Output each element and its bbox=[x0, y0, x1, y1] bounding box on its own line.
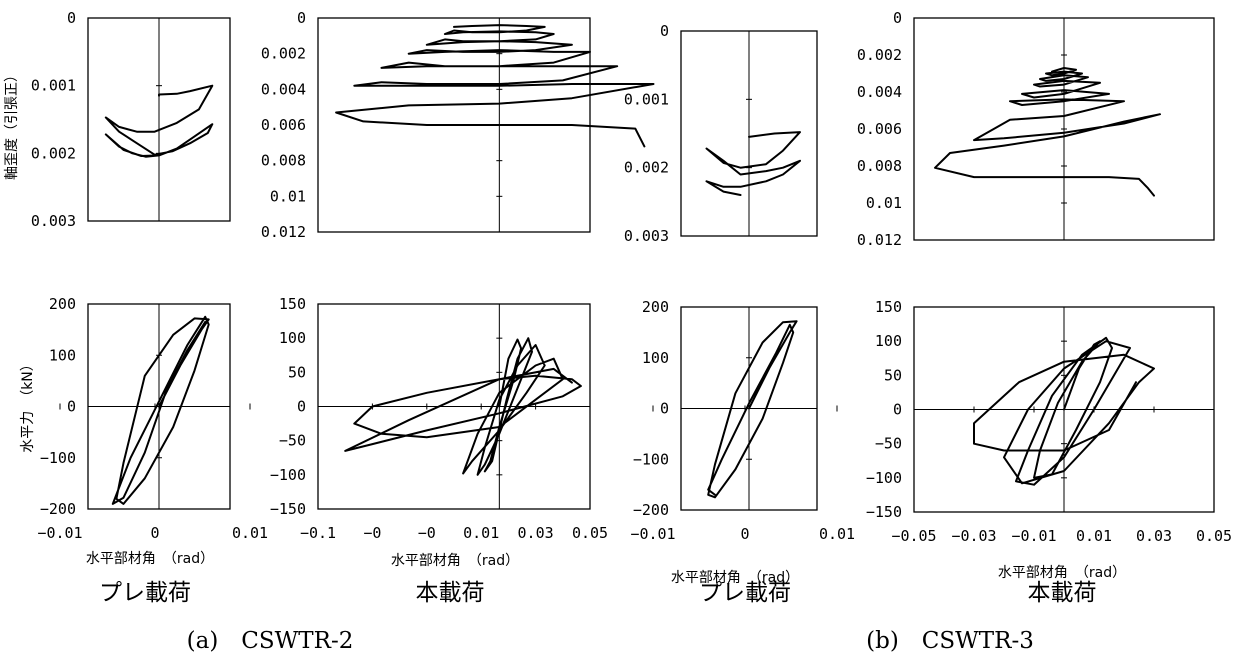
x-tick-label: 0.01 bbox=[819, 525, 855, 543]
y-tick-label: 0.012 bbox=[857, 231, 902, 249]
y-tick-label: −50 bbox=[279, 432, 306, 450]
xlabel-b-main: 水平部材角 （rad） bbox=[998, 565, 1126, 581]
y-tick-label: 0.008 bbox=[261, 152, 306, 170]
hysteresis-curve bbox=[335, 24, 655, 148]
group-caption-a: (a) CSWTR-2 bbox=[187, 628, 354, 654]
strain-ylabel: 軸歪度（引張正） bbox=[4, 68, 20, 180]
hysteresis-curve bbox=[973, 336, 1155, 486]
panel-a_force_pre: 200 100 0 −100 −200 −0.01 0 0.01 bbox=[37, 295, 268, 542]
y-tick-label: 0 bbox=[660, 400, 669, 418]
x-tick-label: 0.03 bbox=[1136, 527, 1172, 545]
y-tick-label: 0.01 bbox=[270, 187, 306, 205]
y-tick-label: 0.002 bbox=[261, 45, 306, 63]
panel-b_strain_main: 0 0.002 0.004 0.006 0.008 0.01 0.012 bbox=[857, 9, 1215, 249]
x-tick-label: 0.05 bbox=[1196, 527, 1232, 545]
panel-a_force_main: 150 100 50 0 −50 −100 −150 −0.1 −0 −0 0.01 0.03 0.05 bbox=[270, 295, 608, 542]
caption-a-pre: プレ載荷 bbox=[99, 580, 191, 606]
panel-a_strain_pre: 0 0.001 0.002 0.003 bbox=[31, 9, 231, 230]
xlabel-a-pre: 水平部材角 （rad） bbox=[86, 551, 214, 567]
force-ylabel: 水平力 （kN） bbox=[20, 357, 36, 453]
xlabel-a-main: 水平部材角 （rad） bbox=[391, 553, 519, 569]
x-tick-label: −0.01 bbox=[630, 525, 675, 543]
x-tick-label: 0.01 bbox=[1076, 527, 1112, 545]
y-tick-label: 0.004 bbox=[857, 83, 902, 101]
y-tick-label: 0 bbox=[67, 9, 76, 27]
group-caption-b: (b) CSWTR-3 bbox=[866, 628, 1034, 654]
hysteresis-curve bbox=[705, 131, 801, 196]
y-tick-label: 200 bbox=[642, 298, 669, 316]
y-tick-label: 0.001 bbox=[624, 90, 669, 108]
y-tick-label: 0.002 bbox=[31, 144, 76, 162]
hysteresis-curve bbox=[111, 315, 210, 505]
caption-b-pre: プレ載荷 bbox=[699, 580, 791, 606]
y-tick-label: 0.006 bbox=[857, 120, 902, 138]
y-tick-label: 0.01 bbox=[866, 194, 902, 212]
hysteresis-curve bbox=[707, 320, 798, 499]
y-tick-label: 150 bbox=[875, 298, 902, 316]
x-tick-label: −0.01 bbox=[1011, 527, 1056, 545]
y-tick-label: 100 bbox=[642, 349, 669, 367]
y-tick-label: 0.001 bbox=[31, 77, 76, 95]
x-tick-label: 0 bbox=[740, 525, 749, 543]
y-tick-label: 50 bbox=[288, 363, 306, 381]
panel-a_strain_main: 0 0.002 0.004 0.006 0.008 0.01 0.012 bbox=[261, 9, 655, 241]
y-tick-label: 200 bbox=[49, 295, 76, 313]
y-tick-label: −100 bbox=[40, 449, 76, 467]
caption-a-main: 本載荷 bbox=[416, 580, 485, 606]
x-tick-label: 0.03 bbox=[518, 524, 554, 542]
y-tick-label: 0.004 bbox=[261, 80, 306, 98]
y-tick-label: −100 bbox=[633, 450, 669, 468]
y-tick-label: 0 bbox=[893, 401, 902, 419]
panel-b_force_pre: 200 100 0 −100 −200 −0.01 0 0.01 bbox=[630, 298, 855, 543]
x-tick-label: −0 bbox=[363, 524, 381, 542]
hysteresis-curve bbox=[344, 337, 582, 476]
y-tick-label: 0 bbox=[660, 22, 669, 40]
panels-layer: 0 0.001 0.002 0.003 0 0.002 0.004 0.006 0.008 0.0… bbox=[31, 9, 1232, 545]
plot-frame bbox=[317, 17, 591, 233]
y-tick-label: 100 bbox=[279, 329, 306, 347]
x-tick-label: 0.01 bbox=[232, 524, 268, 542]
y-tick-label: −100 bbox=[866, 469, 902, 487]
y-tick-label: −200 bbox=[633, 501, 669, 519]
y-tick-label: 100 bbox=[49, 346, 76, 364]
y-tick-label: −150 bbox=[270, 500, 306, 518]
y-tick-label: −200 bbox=[40, 500, 76, 518]
y-tick-label: −50 bbox=[875, 435, 902, 453]
hysteresis-curve bbox=[934, 67, 1161, 197]
y-tick-label: 0.002 bbox=[857, 46, 902, 64]
x-tick-label: −0.01 bbox=[37, 524, 82, 542]
panel-b_strain_pre: 0 0.001 0.002 0.003 bbox=[624, 22, 818, 245]
y-tick-label: −150 bbox=[866, 503, 902, 521]
y-tick-label: 0.012 bbox=[261, 223, 306, 241]
y-tick-label: 50 bbox=[884, 366, 902, 384]
x-tick-label: −0.05 bbox=[891, 527, 936, 545]
x-tick-label: −0 bbox=[418, 524, 436, 542]
y-tick-label: 0.003 bbox=[624, 227, 669, 245]
caption-b-main: 本載荷 bbox=[1028, 580, 1097, 606]
y-tick-label: 0.006 bbox=[261, 116, 306, 134]
y-tick-label: 0 bbox=[297, 9, 306, 27]
panel-b_force_main: 150 100 50 0 −50 −100 −150 −0.05 −0.03 −0.01 0.01 0… bbox=[866, 298, 1232, 545]
y-tick-label: 0.008 bbox=[857, 157, 902, 175]
x-tick-label: −0.03 bbox=[951, 527, 996, 545]
y-tick-label: 0.003 bbox=[31, 212, 76, 230]
y-tick-label: −100 bbox=[270, 466, 306, 484]
x-tick-label: 0.05 bbox=[572, 524, 608, 542]
hysteresis-curve bbox=[104, 84, 214, 158]
y-tick-label: 0 bbox=[67, 398, 76, 416]
y-tick-label: 0 bbox=[297, 398, 306, 416]
y-tick-label: 0 bbox=[893, 9, 902, 27]
x-tick-label: −0.1 bbox=[300, 524, 336, 542]
x-tick-label: 0.01 bbox=[463, 524, 499, 542]
y-tick-label: 0.002 bbox=[624, 159, 669, 177]
y-tick-label: 150 bbox=[279, 295, 306, 313]
x-tick-label: 0 bbox=[150, 524, 159, 542]
xlabel-b-pre: 水平部材角 （rad） bbox=[671, 570, 799, 586]
y-tick-label: 100 bbox=[875, 332, 902, 350]
